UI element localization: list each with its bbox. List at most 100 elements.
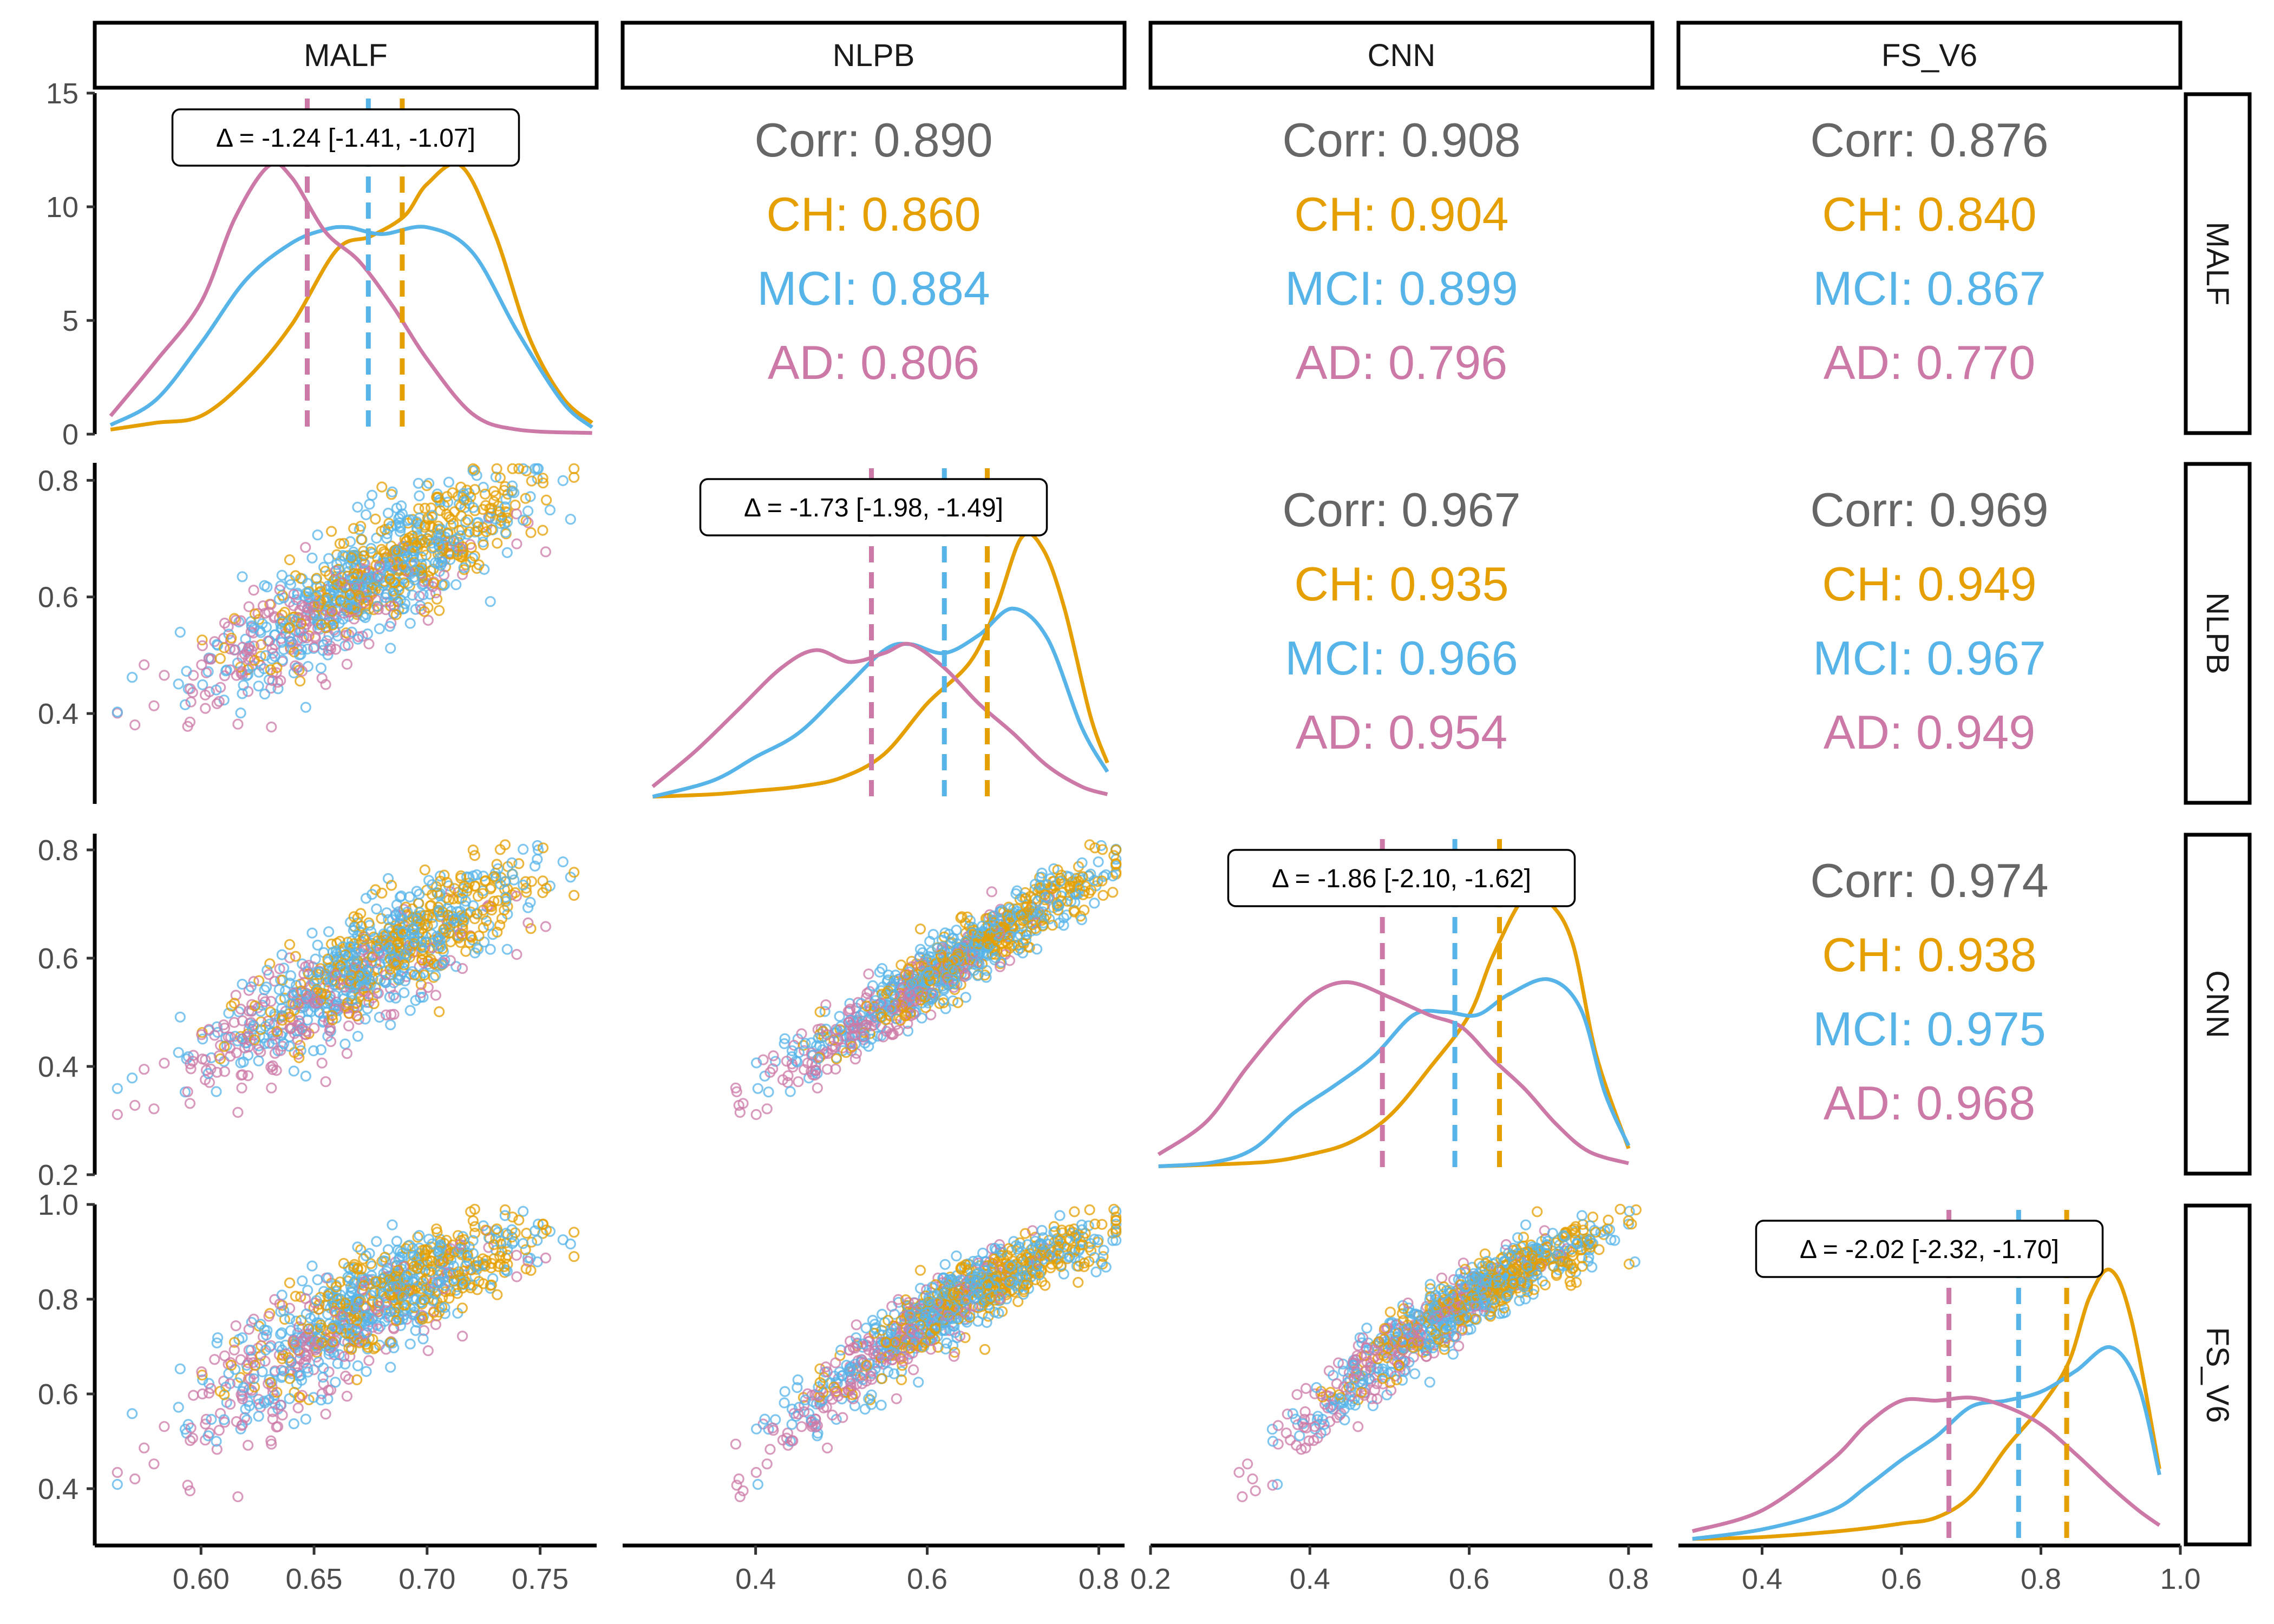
scatter-point: [432, 935, 444, 947]
scatter-point: [197, 640, 208, 652]
scatter-point: [419, 536, 431, 548]
scatter-point: [540, 882, 552, 894]
scatter-point: [456, 929, 468, 940]
scatter-point: [430, 1319, 442, 1330]
scatter-point: [338, 538, 350, 549]
scatter-point: [399, 598, 411, 610]
scatter-point: [356, 920, 367, 932]
scatter-point: [861, 987, 873, 999]
scatter-point: [232, 718, 244, 730]
scatter-point: [436, 958, 448, 970]
scatter-point: [443, 476, 455, 488]
density-curve-ch: [110, 162, 593, 432]
scatter-point: [525, 527, 537, 539]
scatter-point: [779, 1386, 790, 1397]
scatter-point: [518, 463, 529, 474]
scatter-point: [460, 516, 472, 528]
column-strip-fs_v6: [1676, 21, 2182, 90]
scatter-point: [263, 1038, 275, 1049]
column-strip-cnn: [1148, 21, 1655, 90]
scatter-point: [253, 1055, 264, 1066]
scatter-point: [380, 1009, 392, 1020]
scatter-point: [416, 551, 428, 563]
scatter-point: [430, 557, 441, 568]
scatter-point: [337, 613, 349, 625]
scatter-point: [182, 721, 193, 732]
scatter-point: [230, 614, 241, 626]
scatter-point: [213, 696, 225, 707]
scatter-point: [493, 500, 504, 512]
scatter-point: [266, 643, 278, 654]
scatter-point: [427, 879, 438, 890]
scatter-point: [422, 920, 433, 932]
scatter-point: [430, 587, 442, 599]
scatter-point: [341, 985, 352, 997]
scatter-point: [323, 926, 335, 938]
scatter-point: [940, 1003, 951, 1014]
scatter-point: [284, 1277, 296, 1288]
scatter-point: [525, 923, 537, 934]
scatter-point: [293, 998, 305, 1010]
scatter-point: [399, 949, 410, 960]
scatter-point: [360, 612, 371, 624]
scatter-point: [343, 1007, 355, 1019]
scatter-point: [306, 552, 318, 564]
scatter-point: [764, 1444, 776, 1455]
scatter-point: [293, 649, 305, 660]
column-strip-malf: [93, 21, 599, 90]
scatter-point: [266, 1027, 278, 1038]
scatter-point: [350, 601, 362, 613]
scatter-point: [458, 915, 469, 926]
scatter-point: [373, 987, 384, 999]
scatter-point: [184, 1098, 195, 1109]
scatter-point: [293, 612, 305, 624]
scatter-point: [417, 589, 429, 600]
scatter-point: [300, 1413, 311, 1425]
scatter-point: [834, 1011, 845, 1022]
scatter-point: [273, 984, 285, 996]
scatter-point: [374, 1011, 385, 1023]
scatter-point: [481, 526, 492, 538]
scatter-point: [288, 1065, 299, 1077]
scatter-point: [812, 1082, 823, 1093]
scatter-point: [439, 579, 450, 591]
scatter-point: [434, 1006, 445, 1018]
scatter-point: [419, 606, 430, 617]
scatter-point: [312, 529, 323, 541]
scatter-point: [506, 889, 518, 900]
scatter-point: [492, 538, 503, 549]
scatter-point: [537, 477, 549, 489]
scatter-point: [433, 540, 445, 552]
scatter-point: [237, 1033, 248, 1045]
scatter-point: [173, 1402, 184, 1413]
scatter-point: [750, 1109, 762, 1120]
scatter-point: [112, 1466, 123, 1478]
scatter-point: [501, 944, 513, 955]
scatter-point: [1058, 920, 1069, 931]
scatter-point: [339, 551, 350, 562]
scatter-point: [327, 1014, 338, 1025]
scatter-point: [235, 1003, 246, 1015]
scatter-point: [391, 545, 402, 557]
scatter-point: [315, 1044, 327, 1056]
scatter-point: [506, 857, 518, 868]
scatter-point: [181, 665, 192, 677]
scatter-point: [341, 1391, 353, 1402]
scatter-point: [230, 1320, 241, 1332]
scatter-point: [278, 644, 290, 655]
delta-label-box: [699, 478, 1048, 536]
scatter-point: [320, 679, 331, 690]
scatter-point: [316, 1057, 328, 1069]
scatter-point: [273, 593, 285, 605]
scatter-point: [359, 968, 370, 979]
scatter-point: [407, 545, 419, 556]
scatter-point: [327, 619, 338, 631]
scatter-point: [352, 1031, 364, 1042]
scatter-point: [197, 634, 208, 646]
scatter-point: [979, 1344, 991, 1355]
scatter-point: [187, 1056, 198, 1067]
scatter-point: [1073, 1276, 1084, 1288]
scatter-point: [384, 556, 396, 568]
scatter-point: [796, 1421, 807, 1432]
scatter-point: [365, 542, 377, 554]
